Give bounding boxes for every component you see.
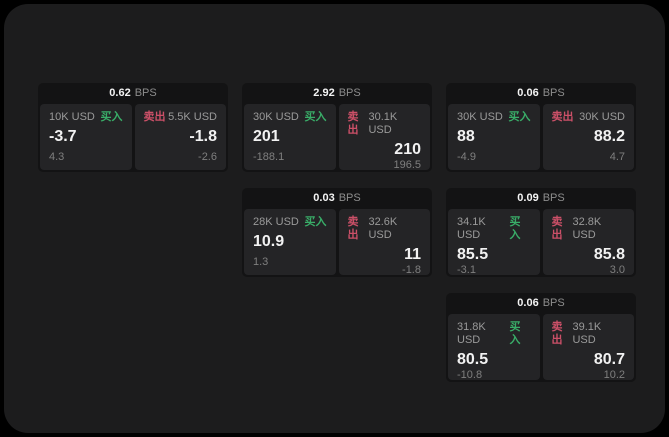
quote-card-body: 30K USD 买入 88 -4.9 卖出 30K USD 88.2 4.7 xyxy=(448,104,634,170)
buy-change: -4.9 xyxy=(457,151,476,163)
spread-unit: BPS xyxy=(338,87,361,99)
buy-panel[interactable]: 30K USD 买入 201 -188.1 xyxy=(244,104,336,170)
sell-panel[interactable]: 卖出 32.6K USD 11 -1.8 xyxy=(338,209,430,276)
spread-header: 2.92 BPS xyxy=(244,83,430,104)
quote-card: 0.06 BPS 31.8K USD 买入 80.5 -10.8 卖出 39.1… xyxy=(446,293,636,382)
buy-amount: 28K USD xyxy=(253,216,299,228)
sell-price: -1.8 xyxy=(189,128,217,145)
buy-label: 买入 xyxy=(508,111,531,123)
sell-panel[interactable]: 卖出 5.5K USD -1.8 -2.6 xyxy=(134,104,226,170)
sell-panel[interactable]: 卖出 30.1K USD 210 196.5 xyxy=(338,104,430,171)
quote-card: 0.03 BPS 28K USD 买入 10.9 1.3 卖出 32.6K US… xyxy=(242,188,432,277)
sell-change: -1.8 xyxy=(402,264,421,276)
sell-price: 85.8 xyxy=(593,246,625,263)
sell-label: 卖出 xyxy=(551,111,574,123)
sell-amount: 30K USD xyxy=(579,111,625,123)
quote-card-body: 10K USD 买入 -3.7 4.3 卖出 5.5K USD -1.8 -2.… xyxy=(40,104,226,170)
buy-change: 1.3 xyxy=(253,256,269,268)
buy-label: 买入 xyxy=(304,111,327,123)
buy-panel[interactable]: 28K USD 买入 10.9 1.3 xyxy=(244,209,336,275)
sell-change: 10.2 xyxy=(603,369,625,381)
sell-amount: 5.5K USD xyxy=(168,111,217,123)
sell-change: 196.5 xyxy=(393,159,421,171)
buy-label: 买入 xyxy=(509,321,521,346)
sell-label: 卖出 xyxy=(143,111,166,123)
buy-amount: 30K USD xyxy=(253,111,299,123)
spread-header: 0.06 BPS xyxy=(448,293,634,314)
spread-unit: BPS xyxy=(338,192,361,204)
spread-unit: BPS xyxy=(542,297,565,309)
sell-price: 88.2 xyxy=(593,128,625,145)
buy-amount: 31.8K USD xyxy=(457,321,486,346)
quote-card-grid: 0.62 BPS 10K USD 买入 -3.7 4.3 卖出 5.5K USD xyxy=(38,83,636,382)
buy-amount: 10K USD xyxy=(49,111,95,123)
spread-value: 2.92 xyxy=(313,87,335,99)
spread-value: 0.09 xyxy=(517,192,539,204)
quote-card: 0.09 BPS 34.1K USD 买入 85.5 -3.1 卖出 32.8K… xyxy=(446,188,636,277)
sell-change: -2.6 xyxy=(198,151,217,163)
buy-panel[interactable]: 31.8K USD 买入 80.5 -10.8 xyxy=(448,314,540,381)
sell-change: 4.7 xyxy=(609,151,625,163)
buy-price: 201 xyxy=(253,128,280,145)
trading-quotes-panel: 0.62 BPS 10K USD 买入 -3.7 4.3 卖出 5.5K USD xyxy=(4,4,665,433)
buy-label: 买入 xyxy=(304,216,327,228)
quote-card-body: 34.1K USD 买入 85.5 -3.1 卖出 32.8K USD 85.8… xyxy=(448,209,634,276)
quote-card: 2.92 BPS 30K USD 买入 201 -188.1 卖出 30.1K … xyxy=(242,83,432,172)
spread-value: 0.06 xyxy=(517,87,539,99)
buy-change: 4.3 xyxy=(49,151,65,163)
sell-amount: 32.8K USD xyxy=(572,216,602,241)
spread-unit: BPS xyxy=(134,87,157,99)
spread-unit: BPS xyxy=(542,192,565,204)
spread-header: 0.03 BPS xyxy=(244,188,430,209)
quote-card: 0.06 BPS 30K USD 买入 88 -4.9 卖出 30K USD xyxy=(446,83,636,172)
sell-label: 卖出 xyxy=(551,216,563,241)
buy-panel[interactable]: 30K USD 买入 88 -4.9 xyxy=(448,104,540,170)
sell-price: 11 xyxy=(404,246,421,263)
buy-price: 88 xyxy=(457,128,475,145)
buy-label: 买入 xyxy=(509,216,521,241)
buy-panel[interactable]: 34.1K USD 买入 85.5 -3.1 xyxy=(448,209,540,276)
spread-header: 0.62 BPS xyxy=(40,83,226,104)
sell-price: 210 xyxy=(394,141,421,158)
spread-value: 0.06 xyxy=(517,297,539,309)
spread-value: 0.03 xyxy=(313,192,335,204)
buy-change: -10.8 xyxy=(457,369,483,381)
sell-amount: 32.6K USD xyxy=(368,216,398,241)
spread-value: 0.62 xyxy=(109,87,131,99)
buy-panel[interactable]: 10K USD 买入 -3.7 4.3 xyxy=(40,104,132,170)
sell-amount: 39.1K USD xyxy=(572,321,602,346)
sell-panel[interactable]: 卖出 30K USD 88.2 4.7 xyxy=(542,104,634,170)
buy-change: -3.1 xyxy=(457,264,476,276)
buy-label: 买入 xyxy=(100,111,123,123)
buy-price: -3.7 xyxy=(49,128,77,145)
buy-amount: 34.1K USD xyxy=(457,216,486,241)
buy-price: 85.5 xyxy=(457,246,489,263)
buy-price: 10.9 xyxy=(253,233,285,250)
sell-price: 80.7 xyxy=(593,351,625,368)
sell-label: 卖出 xyxy=(347,216,359,241)
quote-card-body: 28K USD 买入 10.9 1.3 卖出 32.6K USD 11 -1.8 xyxy=(244,209,430,276)
quote-card-body: 30K USD 买入 201 -188.1 卖出 30.1K USD 210 1… xyxy=(244,104,430,171)
sell-panel[interactable]: 卖出 32.8K USD 85.8 3.0 xyxy=(542,209,634,276)
sell-label: 卖出 xyxy=(347,111,359,136)
spread-unit: BPS xyxy=(542,87,565,99)
buy-change: -188.1 xyxy=(253,151,285,163)
sell-panel[interactable]: 卖出 39.1K USD 80.7 10.2 xyxy=(542,314,634,381)
quote-card: 0.62 BPS 10K USD 买入 -3.7 4.3 卖出 5.5K USD xyxy=(38,83,228,172)
sell-label: 卖出 xyxy=(551,321,563,346)
buy-price: 80.5 xyxy=(457,351,489,368)
quote-card-body: 31.8K USD 买入 80.5 -10.8 卖出 39.1K USD 80.… xyxy=(448,314,634,381)
sell-change: 3.0 xyxy=(609,264,625,276)
buy-amount: 30K USD xyxy=(457,111,503,123)
spread-header: 0.09 BPS xyxy=(448,188,634,209)
sell-amount: 30.1K USD xyxy=(368,111,398,136)
spread-header: 0.06 BPS xyxy=(448,83,634,104)
